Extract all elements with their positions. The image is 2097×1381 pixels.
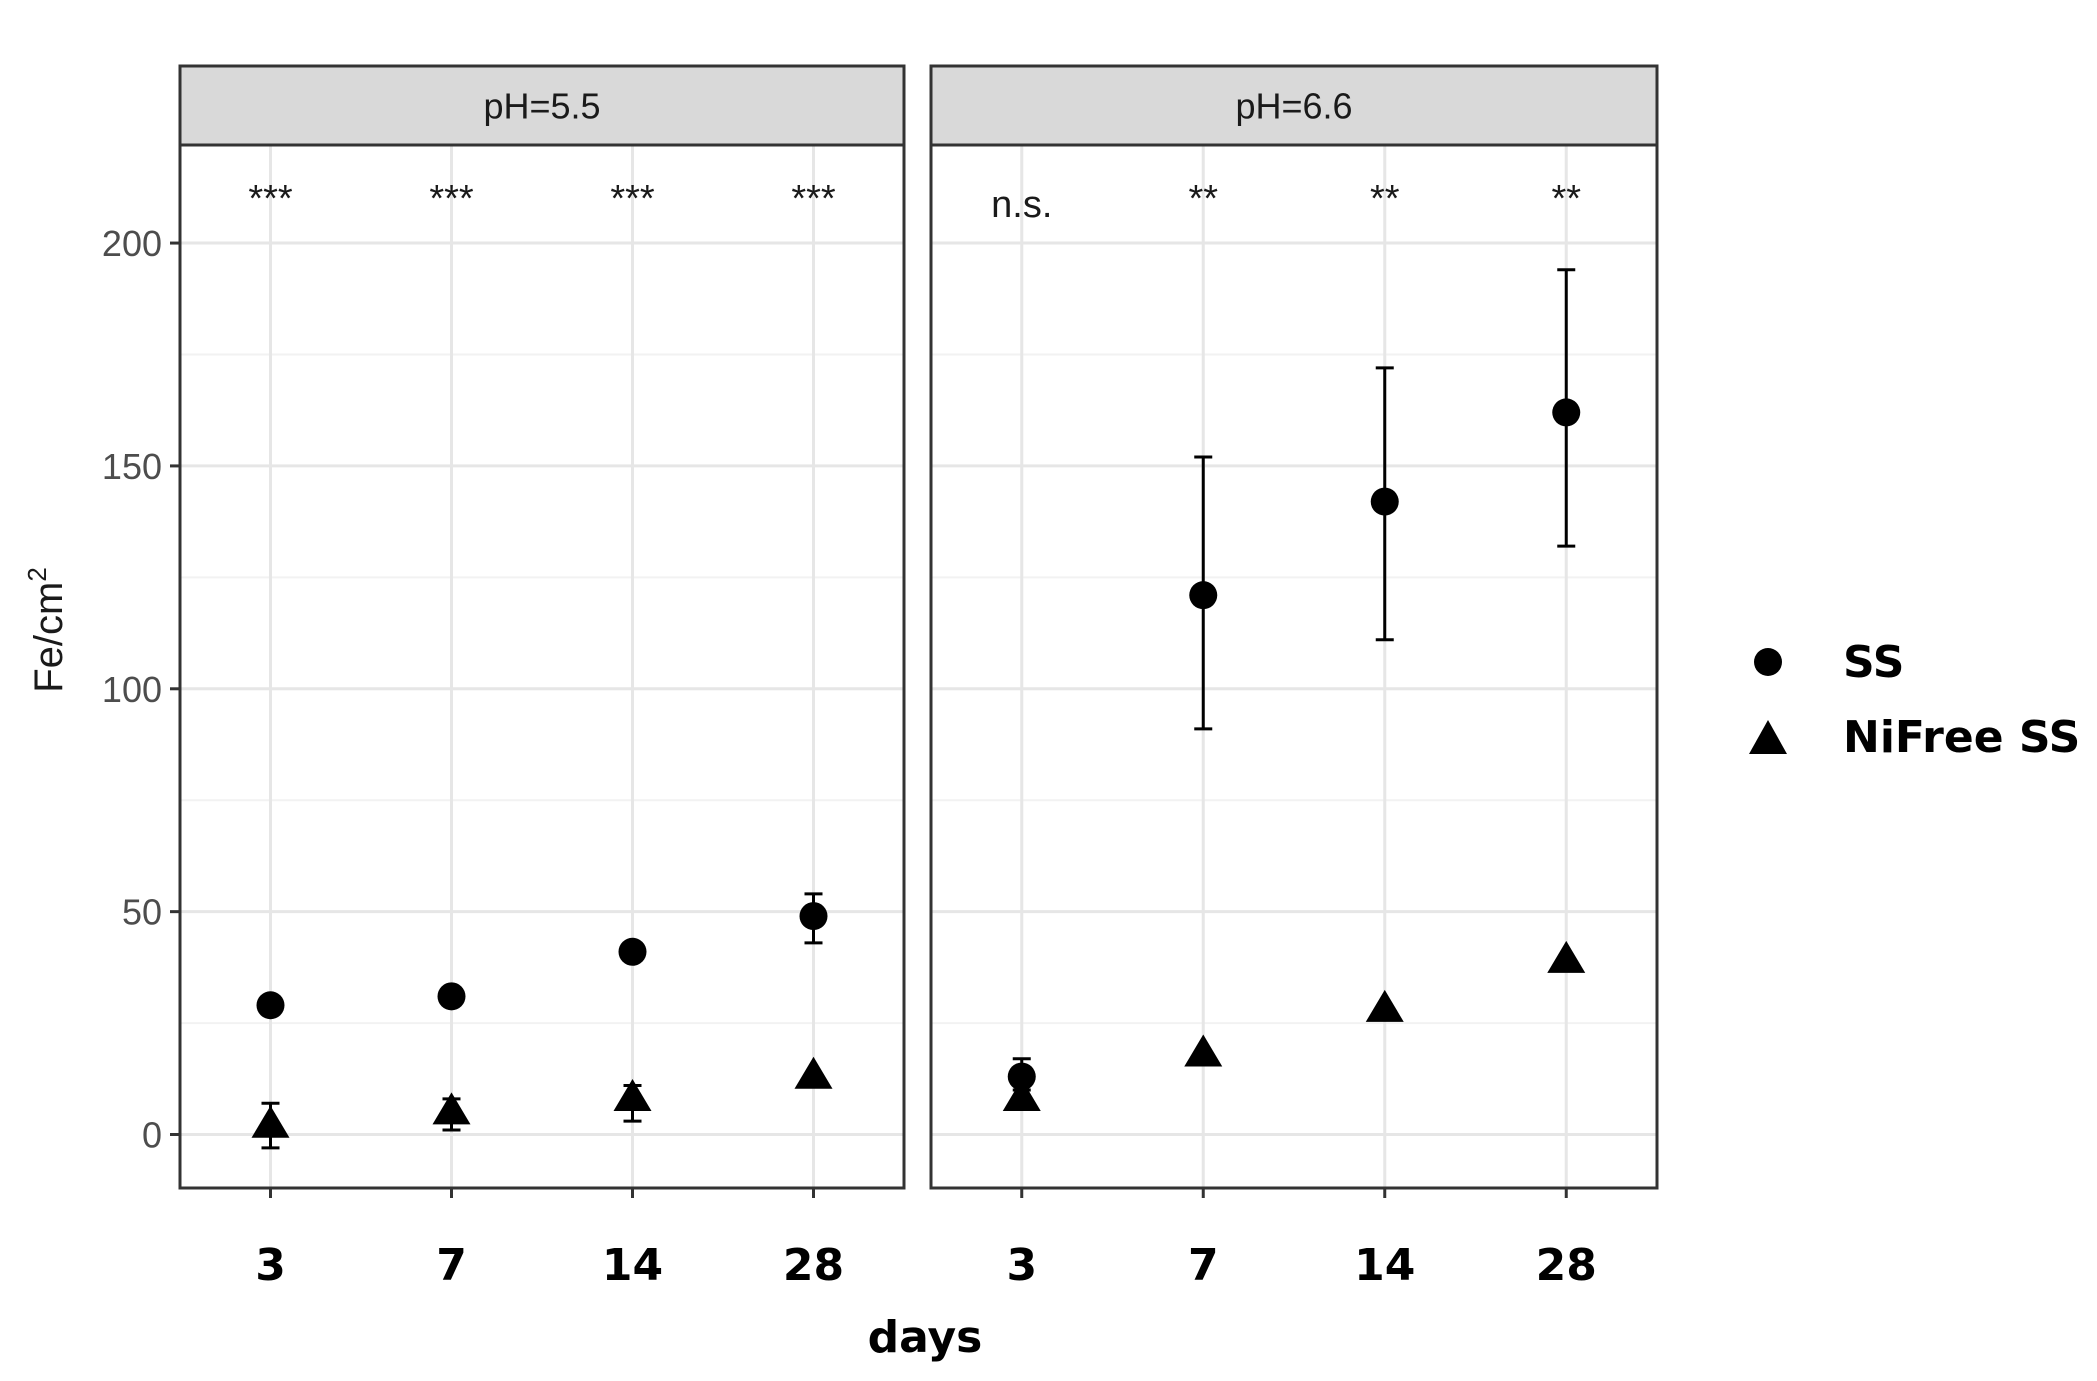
panel-2: pH=6.6 n.s. ** ** ** 3 7 14 28 xyxy=(929,64,1659,1291)
panel-strip-label: pH=5.5 xyxy=(483,86,600,127)
x-tick-label: 28 xyxy=(783,1240,844,1291)
x-tick-label: 14 xyxy=(602,1240,663,1291)
series-ss xyxy=(256,892,828,1020)
x-tick-label: 7 xyxy=(1188,1240,1219,1291)
data-point-nifree-ss xyxy=(1184,1034,1223,1067)
significance-label: ** xyxy=(1551,178,1581,220)
y-axis-title: Fe/cm2 xyxy=(22,567,71,693)
data-point-nifree-ss xyxy=(432,1092,471,1125)
series-nifree-ss xyxy=(251,1056,833,1150)
data-point-ss xyxy=(799,902,828,931)
legend-label-ss: SS xyxy=(1843,637,1904,688)
y-tick-label: 50 xyxy=(122,892,162,933)
panel-strip xyxy=(178,64,906,147)
data-point-nifree-ss xyxy=(794,1056,833,1089)
significance-label: *** xyxy=(248,178,293,220)
panel-background xyxy=(931,145,1657,1188)
legend-key-ss xyxy=(1754,648,1782,676)
legend-label-nifree-ss: NiFree SS xyxy=(1843,712,2080,763)
y-tick-label: 150 xyxy=(102,446,162,487)
data-point-ss xyxy=(1007,1062,1036,1091)
data-point-nifree-ss xyxy=(251,1105,290,1138)
data-point-nifree-ss xyxy=(1002,1079,1041,1112)
data-point-ss xyxy=(1370,487,1399,516)
data-point-ss xyxy=(437,982,466,1011)
legend-key-nifree-ss xyxy=(1749,720,1787,754)
data-point-ss xyxy=(618,937,647,966)
y-tick-label: 0 xyxy=(142,1115,162,1156)
y-axis: 0 50 100 150 200 xyxy=(102,223,180,1156)
data-point-nifree-ss xyxy=(613,1079,652,1112)
x-tick-label: 7 xyxy=(436,1240,467,1291)
series-ss xyxy=(1007,268,1581,1092)
y-axis-title-superscript: 2 xyxy=(22,567,52,581)
data-point-nifree-ss xyxy=(1547,940,1586,973)
data-point-ss xyxy=(256,991,285,1020)
significance-label: *** xyxy=(429,178,474,220)
y-axis-title-main: Fe/cm xyxy=(27,582,71,693)
panel-1: pH=5.5 *** *** *** *** 3 7 14 28 xyxy=(178,64,906,1291)
data-point-ss xyxy=(1552,398,1581,427)
data-point-ss xyxy=(1189,581,1218,610)
x-axis-title: days xyxy=(868,1312,983,1363)
y-tick-label: 200 xyxy=(102,223,162,264)
x-tick-label: 28 xyxy=(1536,1240,1597,1291)
significance-label: *** xyxy=(791,178,836,220)
data-point-nifree-ss xyxy=(1365,989,1404,1022)
series-nifree-ss xyxy=(1002,940,1586,1112)
x-tick-label: 3 xyxy=(255,1240,286,1291)
x-tick-label: 14 xyxy=(1354,1240,1415,1291)
legend: SS NiFree SS xyxy=(1749,637,2080,763)
y-tick-label: 100 xyxy=(102,669,162,710)
significance-label: *** xyxy=(610,178,655,220)
panel-border xyxy=(929,143,1659,1190)
panel-background xyxy=(180,145,904,1188)
x-tick-label: 3 xyxy=(1006,1240,1037,1291)
panel-strip-label: pH=6.6 xyxy=(1235,86,1352,127)
panel-strip xyxy=(929,64,1659,147)
significance-label: ** xyxy=(1188,178,1218,220)
significance-label: n.s. xyxy=(991,184,1052,226)
significance-label: ** xyxy=(1370,178,1400,220)
panel-border xyxy=(178,143,906,1190)
